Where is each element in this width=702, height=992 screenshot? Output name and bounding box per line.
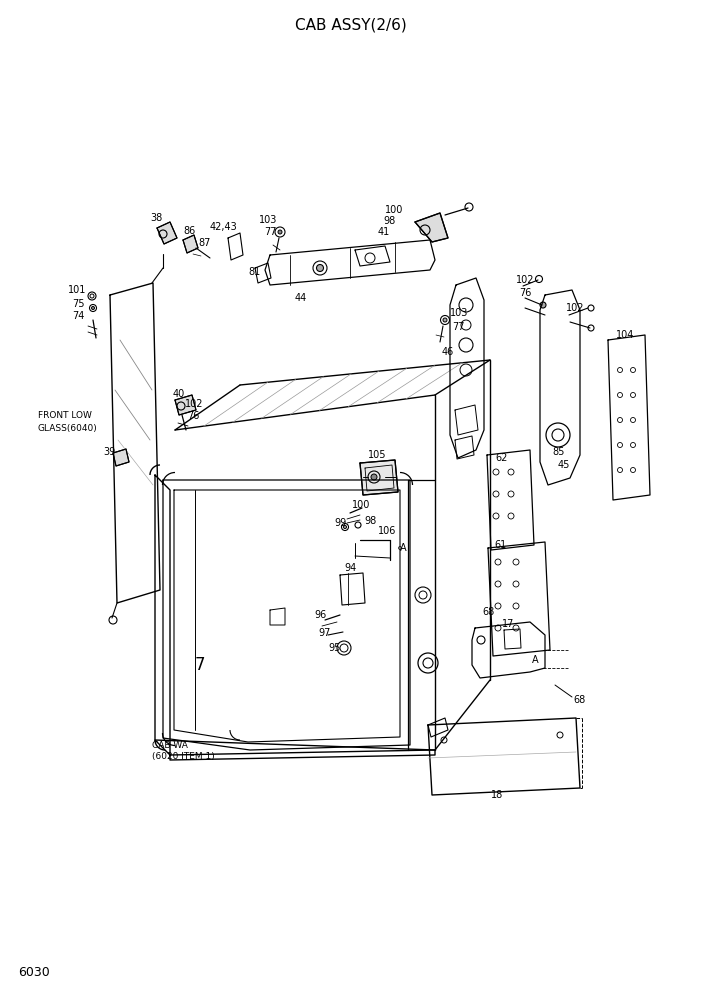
Text: 77: 77: [264, 227, 277, 237]
Polygon shape: [157, 222, 177, 244]
Text: A: A: [400, 543, 406, 553]
Text: 100: 100: [352, 500, 371, 510]
Text: 102: 102: [516, 275, 534, 285]
Polygon shape: [360, 460, 398, 495]
Text: 6030: 6030: [18, 965, 50, 978]
Text: FRONT LOW: FRONT LOW: [38, 411, 92, 420]
Text: 42,43: 42,43: [210, 222, 238, 232]
Circle shape: [278, 230, 282, 234]
Text: 44: 44: [295, 293, 307, 303]
Text: CAB ASSY(2/6): CAB ASSY(2/6): [295, 17, 407, 32]
Text: 76: 76: [519, 288, 531, 298]
Text: 68: 68: [573, 695, 585, 705]
Text: 68: 68: [482, 607, 494, 617]
Text: 102: 102: [185, 399, 204, 409]
Circle shape: [443, 318, 447, 322]
Text: 102: 102: [566, 303, 585, 313]
Text: 38: 38: [150, 213, 162, 223]
Text: 18: 18: [491, 790, 503, 800]
Polygon shape: [113, 449, 129, 466]
Text: 103: 103: [450, 308, 468, 318]
Text: 86: 86: [183, 226, 195, 236]
Text: 104: 104: [616, 330, 635, 340]
Polygon shape: [415, 213, 448, 242]
Circle shape: [371, 474, 377, 480]
Text: 74: 74: [72, 311, 84, 321]
Text: 101: 101: [68, 285, 86, 295]
Text: GLASS(6040): GLASS(6040): [38, 424, 98, 433]
Text: 45: 45: [558, 460, 570, 470]
Text: (6020 ITEM 1): (6020 ITEM 1): [152, 753, 215, 762]
Text: 41: 41: [378, 227, 390, 237]
Circle shape: [540, 302, 546, 308]
Text: 46: 46: [442, 347, 454, 357]
Text: 81: 81: [248, 267, 260, 277]
Text: A: A: [532, 655, 538, 665]
Circle shape: [343, 526, 347, 529]
Text: 105: 105: [368, 450, 387, 460]
Text: 97: 97: [318, 628, 331, 638]
Circle shape: [317, 265, 324, 272]
Text: 77: 77: [452, 322, 465, 332]
Text: 39: 39: [103, 447, 115, 457]
Polygon shape: [183, 235, 198, 253]
Text: CAB WA: CAB WA: [152, 740, 188, 750]
Text: 100: 100: [385, 205, 404, 215]
Text: 7: 7: [195, 656, 206, 674]
Circle shape: [91, 307, 95, 310]
Text: 87: 87: [198, 238, 211, 248]
Text: 106: 106: [378, 526, 397, 536]
Text: 98: 98: [383, 216, 395, 226]
Text: 96: 96: [314, 610, 326, 620]
Text: 98: 98: [364, 516, 376, 526]
Text: 40: 40: [173, 389, 185, 399]
Text: 95: 95: [328, 643, 340, 653]
Text: 103: 103: [259, 215, 277, 225]
Text: 62: 62: [495, 453, 508, 463]
Text: 17: 17: [502, 619, 515, 629]
Text: 99: 99: [334, 518, 346, 528]
Polygon shape: [175, 395, 196, 415]
Text: 85: 85: [552, 447, 564, 457]
Text: 75: 75: [72, 299, 84, 309]
Text: 61: 61: [494, 540, 506, 550]
Text: 94: 94: [344, 563, 356, 573]
Text: 76: 76: [187, 411, 199, 421]
